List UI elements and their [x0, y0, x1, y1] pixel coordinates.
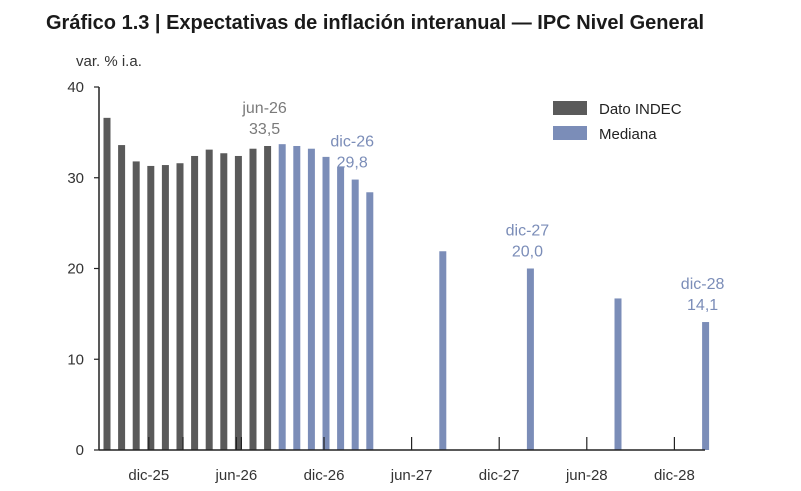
- bar-dato-indec-1: [118, 145, 126, 450]
- bar-dato-indec-7: [205, 149, 213, 450]
- bar-dato-indec-2: [132, 161, 140, 450]
- y-axis-label: var. % i.a.: [76, 53, 142, 70]
- bar-mediana-10: [702, 322, 710, 450]
- x-tick-label-jun-26: jun-26: [215, 467, 258, 484]
- bar-dato-indec-3: [147, 165, 155, 450]
- legend: Dato INDEC Mediana: [553, 101, 682, 143]
- bars-layer: [103, 117, 710, 451]
- legend-swatch-1: [553, 126, 587, 140]
- bar-mediana-6: [366, 192, 374, 450]
- x-ticks-layer: dic-25 jun-26 dic-26 jun-27 dic-27 jun-28 dic-…: [128, 437, 695, 484]
- bar-dato-indec-9: [234, 155, 242, 450]
- annotation-label-dic-26: dic-26: [330, 134, 374, 151]
- y-tick-label-10: 10: [67, 351, 84, 368]
- x-tick-label-dic-26: dic-26: [304, 467, 345, 484]
- bar-dato-indec-10: [249, 148, 257, 450]
- annotation-label-dic-28: dic-28: [681, 276, 725, 293]
- y-tick-label-40: 40: [67, 79, 84, 96]
- annotation-value-dic-27: 20,0: [512, 244, 543, 261]
- chart-title: Gráfico 1.3 | Expectativas de inflación …: [46, 12, 705, 34]
- annotation-value-jun-26: 33,5: [249, 121, 280, 138]
- annotation-value-dic-26: 29,8: [337, 155, 368, 172]
- bar-dato-indec-0: [103, 117, 111, 450]
- bar-mediana-7: [439, 251, 447, 450]
- annotations-layer: jun-26 33,5 dic-26 29,8 dic-27 20,0 dic-28 14,1: [241, 100, 724, 314]
- annotation-label-dic-27: dic-27: [506, 223, 550, 240]
- y-tick-label-0: 0: [76, 442, 84, 459]
- bar-mediana-2: [307, 148, 315, 450]
- x-tick-label-dic-25: dic-25: [128, 467, 169, 484]
- annotation-label-jun-26: jun-26: [241, 100, 287, 117]
- bar-mediana-9: [614, 298, 622, 450]
- y-ticks-layer: 0 10 20 30 40: [67, 79, 99, 459]
- x-tick-label-jun-27: jun-27: [390, 467, 433, 484]
- bar-mediana-5: [351, 179, 359, 450]
- x-tick-label-dic-28: dic-28: [654, 467, 695, 484]
- bar-dato-indec-11: [264, 145, 272, 451]
- legend-label-1: Mediana: [599, 126, 657, 143]
- bar-mediana-3: [322, 156, 330, 450]
- legend-label-0: Dato INDEC: [599, 101, 682, 118]
- bar-dato-indec-5: [176, 163, 184, 451]
- bar-dato-indec-6: [191, 155, 199, 450]
- bar-mediana-4: [337, 166, 345, 451]
- annotation-value-dic-28: 14,1: [687, 297, 718, 314]
- bar-mediana-8: [526, 268, 534, 450]
- bar-dato-indec-8: [220, 153, 228, 450]
- legend-swatch-0: [553, 101, 587, 115]
- x-tick-label-jun-28: jun-28: [565, 467, 608, 484]
- bar-mediana-0: [278, 144, 286, 451]
- x-tick-label-dic-27: dic-27: [479, 467, 520, 484]
- bar-mediana-1: [293, 145, 301, 451]
- bar-dato-indec-4: [161, 165, 169, 451]
- y-tick-label-20: 20: [67, 261, 84, 278]
- y-tick-label-30: 30: [67, 170, 84, 187]
